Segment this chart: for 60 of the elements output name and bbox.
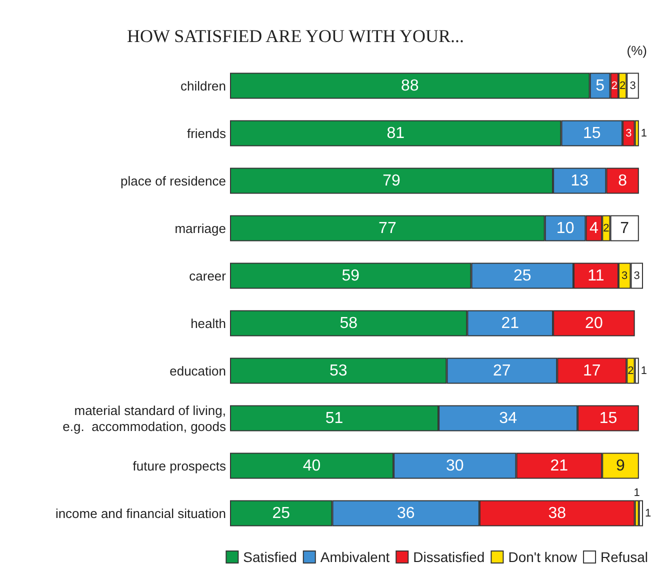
data-label: 15 — [599, 410, 618, 427]
bar — [638, 500, 643, 526]
data-label: 59 — [342, 267, 360, 284]
y-tick-label: income and financial situation — [55, 506, 226, 521]
data-label: 81 — [386, 124, 405, 142]
data-label: 13 — [570, 172, 589, 190]
data-label: 3 — [622, 270, 628, 282]
data-label: 15 — [582, 124, 601, 142]
data-label: 5 — [596, 77, 605, 94]
y-tick-label: health — [190, 316, 226, 331]
data-label: 25 — [513, 267, 532, 284]
data-label: 9 — [616, 457, 626, 474]
data-label: 2 — [611, 80, 618, 92]
data-label: 77 — [378, 220, 396, 237]
legend-label: Ambivalent — [320, 549, 390, 565]
y-tick-label: marriage — [174, 220, 226, 236]
data-label: 25 — [272, 504, 290, 522]
data-label: 1 — [640, 127, 648, 140]
legend-label: Don't know — [508, 549, 578, 565]
text: (%) — [626, 43, 647, 58]
y-tick-label: children — [180, 78, 226, 94]
data-label: 58 — [340, 314, 358, 332]
data-label: 51 — [325, 410, 344, 427]
y-tick-label: friends — [186, 126, 226, 141]
data-label: 40 — [302, 457, 321, 474]
data-label: 34 — [499, 410, 518, 427]
data-label: 3 — [634, 270, 640, 282]
data-label: 53 — [329, 362, 348, 380]
data-label: 10 — [556, 220, 574, 237]
data-label: 21 — [501, 314, 520, 332]
data-label: 1 — [640, 364, 648, 377]
data-label: 2 — [603, 222, 610, 234]
legend-label: Refusal — [600, 549, 648, 565]
data-label: 1 — [645, 507, 652, 520]
legend-label: Dissatisfied — [413, 549, 485, 565]
data-label: 27 — [493, 362, 511, 380]
y-tick-label: place of residence — [120, 173, 226, 188]
data-label: 88 — [401, 77, 419, 94]
data-label: 2 — [619, 80, 626, 92]
y-tick-label: future prospects — [132, 458, 226, 474]
y-tick-label: career — [189, 268, 227, 284]
data-label: 30 — [446, 457, 464, 474]
data-label: 3 — [626, 127, 632, 140]
data-label: 4 — [589, 220, 598, 237]
data-label: 1 — [634, 486, 640, 499]
data-label: 17 — [582, 362, 601, 380]
y-tick-label: material standard of living, e.g. accommodation, goods — [62, 402, 226, 434]
data-label: 11 — [588, 267, 604, 284]
chart-title: HOW SATISFIED ARE YOU WITH YOUR... — [127, 26, 464, 46]
y-tick-label: education — [170, 363, 226, 378]
legend-label: Satisfied — [243, 549, 297, 565]
data-label: 2 — [628, 364, 634, 377]
data-label: 36 — [396, 504, 415, 522]
data-label: 38 — [548, 504, 566, 522]
data-label: 7 — [620, 220, 630, 237]
data-label: 21 — [550, 457, 568, 474]
data-label: 3 — [630, 80, 636, 92]
data-label: 20 — [585, 314, 603, 332]
data-label: 8 — [618, 172, 628, 190]
data-label: 79 — [382, 172, 401, 190]
